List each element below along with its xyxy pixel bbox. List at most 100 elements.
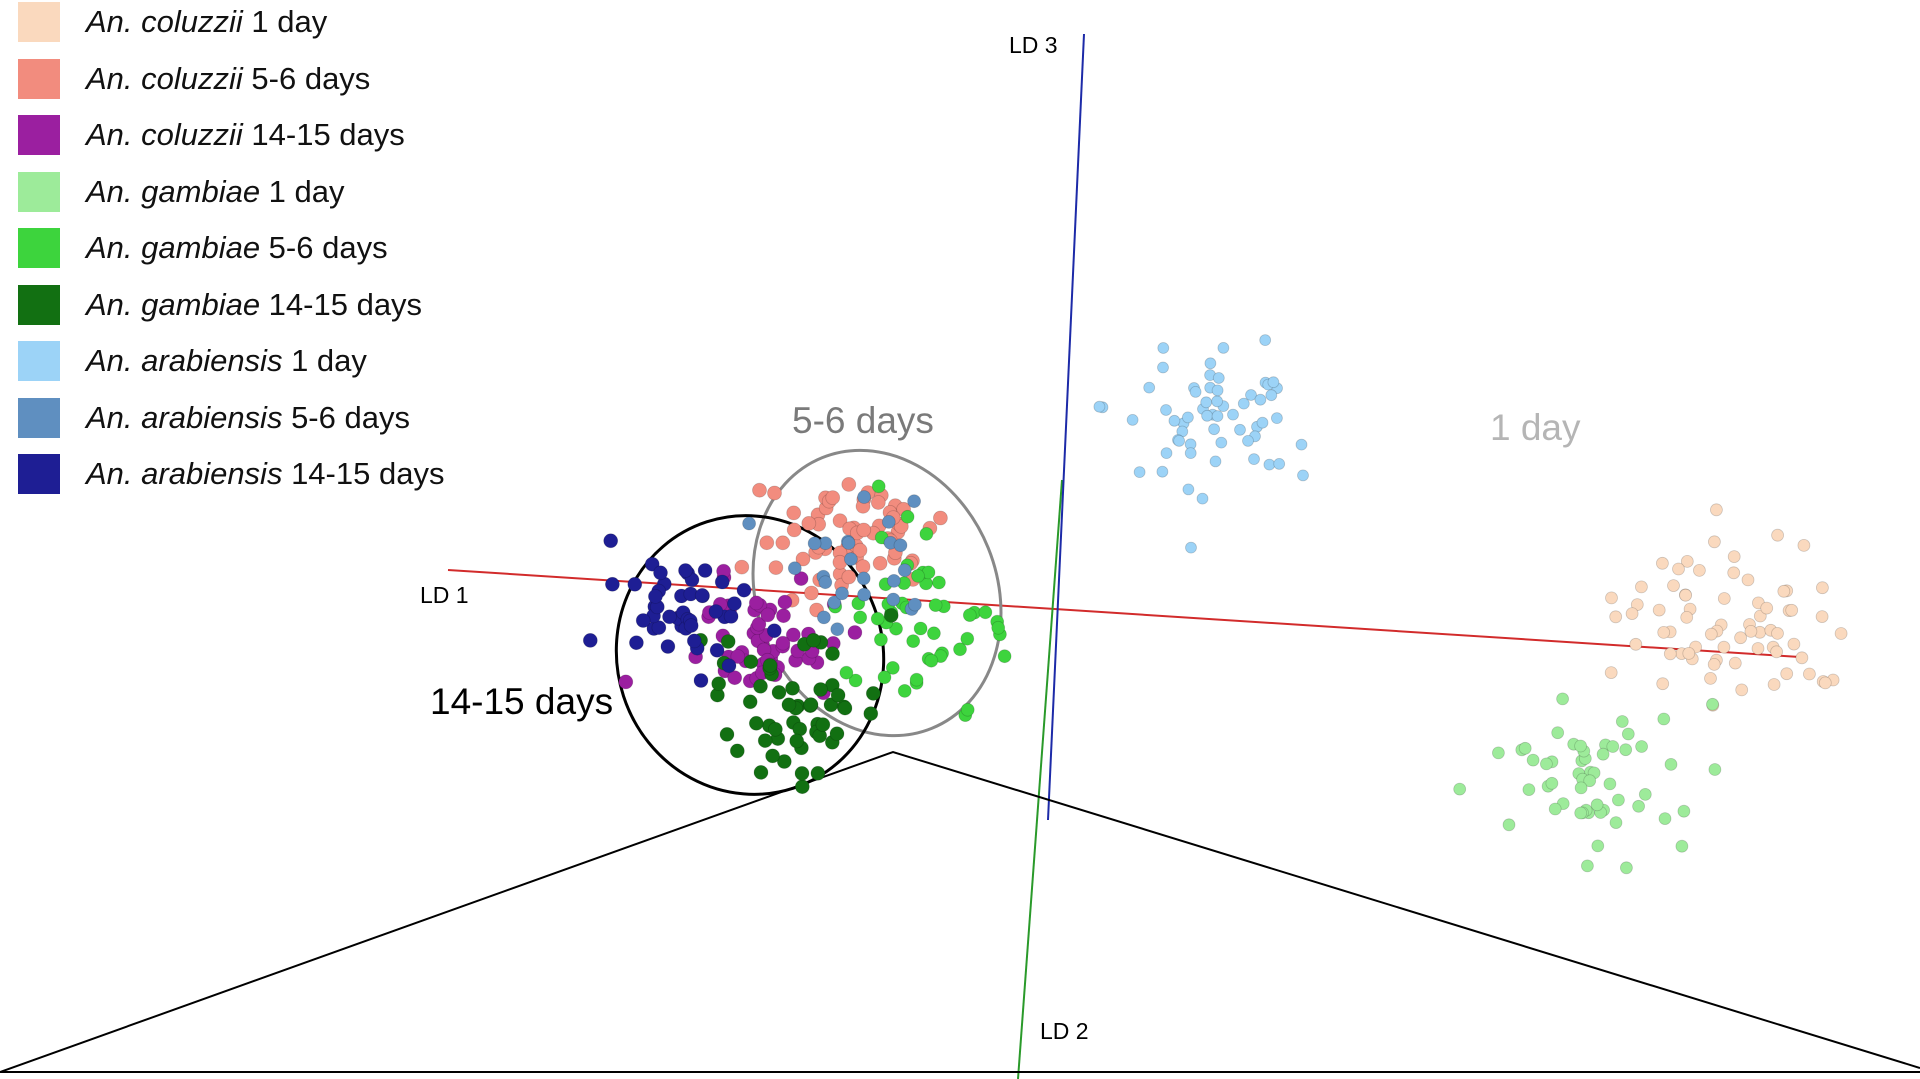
data-point: [924, 653, 939, 668]
data-point: [743, 654, 759, 670]
data-point: [870, 611, 885, 626]
data-point: [775, 635, 791, 651]
data-point: [1664, 758, 1678, 771]
data-point: [1760, 601, 1774, 615]
data-point: [1612, 793, 1625, 807]
data-point: [1677, 804, 1691, 818]
data-point: [907, 494, 921, 509]
data-point: [751, 616, 767, 632]
data-point: [909, 672, 924, 687]
data-point: [804, 585, 819, 601]
legend-age: 5-6 days: [242, 60, 371, 96]
data-point: [1656, 556, 1669, 570]
legend-swatch: [18, 171, 60, 212]
annotation-labels: LD 1 LD 2 LD 3 5-6 days 1 day 14-15 days: [420, 32, 1581, 1044]
data-point: [767, 485, 782, 501]
data-point: [618, 674, 634, 690]
data-point: [1635, 740, 1648, 753]
data-point: [1245, 389, 1257, 401]
data-point: [1751, 642, 1765, 655]
data-point: [1211, 384, 1224, 397]
data-point: [1785, 603, 1799, 617]
data-point: [810, 765, 826, 781]
data-point: [736, 582, 752, 598]
data-point: [785, 680, 800, 696]
data-point: [776, 608, 791, 624]
data-point: [1259, 334, 1272, 347]
data-point: [1728, 656, 1742, 670]
group-label-5-6-days: 5-6 days: [792, 400, 934, 441]
data-point: [605, 576, 620, 592]
data-point: [629, 635, 644, 651]
data-point: [933, 510, 948, 526]
data-point: [1574, 806, 1588, 820]
data-point: [1227, 408, 1239, 421]
data-point: [1609, 816, 1623, 829]
data-point: [1609, 610, 1623, 624]
data-point: [1770, 645, 1783, 659]
data-point: [651, 620, 667, 635]
data-point: [1265, 389, 1278, 402]
data-point: [1652, 603, 1666, 617]
legend-swatch: [18, 2, 60, 42]
data-point: [1581, 859, 1594, 873]
data-point: [1717, 592, 1731, 605]
data-point: [1815, 610, 1829, 623]
data-point: [762, 658, 778, 673]
data-point: [815, 717, 831, 732]
legend-label: An. gambiae 1 day: [86, 174, 345, 210]
data-point: [742, 694, 758, 710]
group-label-1-day: 1 day: [1490, 407, 1581, 448]
data-point: [748, 715, 764, 731]
data-point: [911, 569, 925, 583]
data-point: [1710, 503, 1723, 517]
data-point: [1818, 676, 1832, 690]
data-point: [830, 687, 846, 703]
data-point: [1204, 357, 1217, 370]
data-point: [1777, 584, 1791, 598]
data-point: [1717, 640, 1731, 654]
data-point: [844, 552, 858, 566]
legend-age: 14-15 days: [282, 456, 445, 491]
data-point: [825, 646, 840, 662]
data-point: [1735, 683, 1749, 697]
axis-label-ld2: LD 2: [1040, 1018, 1089, 1044]
data-point: [1502, 818, 1516, 832]
data-point: [1133, 466, 1146, 479]
data-point: [1834, 627, 1848, 640]
data-point: [1795, 651, 1809, 665]
data-point: [872, 555, 888, 571]
data-point: [1256, 416, 1269, 429]
data-point: [818, 575, 833, 590]
data-point: [870, 495, 886, 510]
data-point: [1234, 423, 1246, 436]
data-point: [1295, 438, 1308, 451]
data-point: [817, 610, 831, 625]
legend-swatch: [18, 115, 60, 155]
data-point: [753, 765, 769, 780]
data-point: [660, 639, 676, 654]
data-point: [1656, 677, 1670, 691]
data-point: [832, 513, 848, 529]
data-point: [777, 594, 793, 610]
data-point: [582, 633, 598, 648]
data-point: [765, 748, 780, 764]
data-point: [708, 604, 724, 619]
data-point: [1189, 385, 1202, 398]
legend-swatch: [18, 228, 60, 268]
data-point: [1126, 413, 1139, 426]
data-point: [1638, 788, 1652, 801]
data-point: [1657, 712, 1671, 726]
data-point: [978, 605, 993, 620]
data-point: [874, 632, 888, 647]
data-point: [881, 515, 896, 529]
data-point: [1556, 692, 1569, 706]
data-point: [786, 505, 802, 521]
data-point: [1682, 647, 1696, 660]
legend-label: An. coluzzii 1 day: [86, 4, 327, 40]
data-point: [727, 596, 742, 611]
data-point: [1625, 607, 1639, 620]
data-point: [794, 779, 810, 795]
legend-label: An. coluzzii 5-6 days: [86, 61, 370, 97]
data-point: [1658, 812, 1672, 825]
